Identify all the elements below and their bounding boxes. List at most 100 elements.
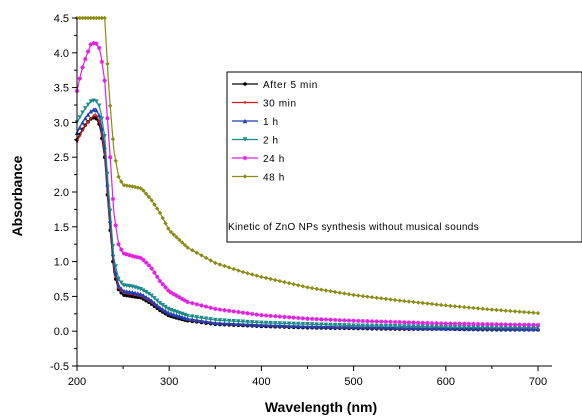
data-point (438, 321, 444, 326)
data-point (91, 15, 96, 21)
data-point (374, 323, 379, 329)
data-point (88, 42, 94, 47)
data-point (388, 297, 393, 302)
data-point (240, 319, 246, 324)
data-point (480, 321, 485, 327)
data-point (452, 324, 458, 330)
data-point (268, 320, 273, 326)
data-point (113, 223, 118, 228)
data-point (457, 321, 462, 326)
data-point (429, 301, 435, 307)
data-point (231, 318, 236, 324)
data-point (351, 323, 356, 328)
data-point (305, 316, 310, 321)
data-point (485, 325, 490, 330)
data-point (236, 268, 241, 273)
legend-swatch-marker (242, 174, 248, 179)
data-point (185, 316, 190, 321)
data-point (194, 317, 200, 323)
data-point (300, 284, 306, 289)
data-point (411, 324, 416, 329)
data-point (94, 99, 99, 104)
data-point (179, 296, 185, 302)
data-point (163, 221, 168, 226)
axes-layer: 200 300 400 500 600 700 -0.5 0.0 0.5 1.0 1.5 2.0 2.5… (50, 13, 552, 388)
data-point (448, 324, 453, 330)
data-point (80, 110, 85, 115)
data-point (157, 301, 163, 306)
data-point (222, 307, 227, 313)
data-point (89, 117, 93, 120)
data-point (273, 321, 278, 326)
data-point (425, 320, 430, 326)
legend-swatch-marker (242, 118, 248, 124)
data-point (296, 283, 301, 288)
data-point (146, 194, 152, 200)
data-point (177, 313, 182, 319)
data-point (466, 305, 472, 310)
data-point (531, 322, 536, 328)
data-point (346, 292, 352, 297)
data-point (296, 321, 301, 327)
data-point (99, 59, 105, 65)
data-point (263, 320, 269, 326)
data-point (208, 319, 213, 325)
y-tick-label: 3.0 (54, 117, 69, 129)
data-point (411, 299, 416, 305)
data-point (77, 76, 82, 81)
data-point (105, 182, 110, 187)
series-layer (74, 15, 541, 332)
data-point (392, 319, 398, 325)
data-point (179, 240, 185, 245)
data-point (462, 325, 467, 330)
data-point (535, 310, 541, 316)
data-point (443, 303, 448, 308)
data-point (319, 287, 324, 292)
data-point (369, 295, 375, 300)
data-point (166, 288, 171, 293)
data-point (203, 319, 209, 324)
data-point (171, 291, 177, 297)
data-point (245, 322, 250, 327)
data-point (434, 321, 439, 326)
data-point (438, 302, 444, 308)
data-point (130, 290, 135, 295)
data-point (328, 322, 333, 328)
data-point (305, 285, 310, 290)
data-point (356, 323, 361, 328)
data-point (77, 125, 82, 130)
data-point (94, 15, 99, 21)
data-point (110, 196, 116, 202)
legend-label: 24 h (263, 154, 285, 165)
series-2-h (74, 98, 541, 330)
data-point (116, 283, 121, 288)
data-point (146, 291, 152, 297)
data-point (194, 250, 200, 255)
data-point (179, 314, 185, 320)
data-point (138, 291, 143, 297)
data-point (406, 324, 412, 329)
data-point (116, 174, 121, 179)
data-point (240, 321, 246, 327)
data-point (217, 307, 223, 312)
data-point (149, 298, 154, 303)
data-point (83, 15, 88, 21)
data-point (222, 263, 227, 269)
legend-swatch-marker (242, 137, 248, 142)
data-point (113, 158, 118, 164)
data-point (254, 312, 259, 317)
data-point (85, 15, 91, 21)
data-point (365, 318, 370, 324)
data-point (92, 114, 95, 117)
data-point (182, 315, 188, 321)
data-point (356, 318, 361, 324)
data-point (466, 321, 472, 327)
data-point (160, 303, 165, 308)
data-point (226, 318, 232, 324)
data-point (286, 280, 292, 286)
data-point (222, 321, 227, 326)
data-point (489, 325, 495, 330)
data-point (102, 78, 107, 83)
data-point (263, 275, 269, 281)
